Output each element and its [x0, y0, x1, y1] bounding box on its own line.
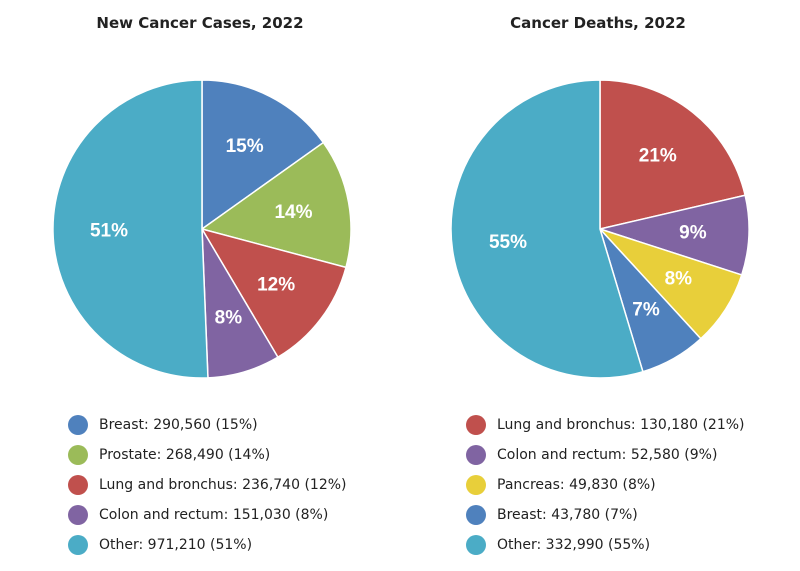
pie-slice-other [450, 79, 644, 379]
legend-item-other: Other: 971,210 (51%) [68, 530, 347, 560]
legend-label: Prostate: 268,490 (14%) [99, 447, 271, 463]
slice-pct-label-pancreas: 8% [665, 269, 693, 290]
legend-swatch [68, 535, 88, 555]
legend-swatch [466, 475, 486, 495]
legend-item-prostate: Prostate: 268,490 (14%) [68, 440, 347, 470]
legend-label: Lung and bronchus: 130,180 (21%) [497, 417, 745, 433]
legend-item-colon-and-rectum: Colon and rectum: 52,580 (9%) [466, 440, 745, 470]
legend-swatch [68, 445, 88, 465]
slice-pct-label-other: 55% [489, 232, 527, 253]
slice-pct-label-breast: 15% [226, 136, 264, 157]
legend-swatch [68, 505, 88, 525]
legend-label: Breast: 43,780 (7%) [497, 507, 638, 523]
pie-slice-prostate [200, 141, 352, 269]
slice-pct-label-breast: 7% [632, 299, 660, 320]
legend-label: Lung and bronchus: 236,740 (12%) [99, 477, 347, 493]
legend-swatch [466, 445, 486, 465]
new-cases-legend: Breast: 290,560 (15%) Prostate: 268,490 (… [68, 410, 347, 560]
legend-swatch [466, 505, 486, 525]
legend-item-breast: Breast: 43,780 (7%) [466, 500, 745, 530]
deaths-legend: Lung and bronchus: 130,180 (21%) Colon an… [466, 410, 745, 560]
legend-item-lung-and-bronchus: Lung and bronchus: 236,740 (12%) [68, 470, 347, 500]
pie-slice-lung-and-bronchus [200, 227, 347, 359]
new-cases-pie: 15% 14% 12% 8% 51% [52, 79, 352, 379]
pie-slice-breast [201, 79, 325, 231]
legend-label: Other: 971,210 (51%) [99, 537, 253, 553]
legend-label: Colon and rectum: 52,580 (9%) [497, 447, 718, 463]
legend-swatch [466, 535, 486, 555]
legend-label: Breast: 290,560 (15%) [99, 417, 258, 433]
legend-label: Colon and rectum: 151,030 (8%) [99, 507, 329, 523]
pie-slice-lung-and-bronchus [599, 79, 747, 230]
legend-item-other: Other: 332,990 (55%) [466, 530, 745, 560]
slice-pct-label-lung-and-bronchus: 12% [257, 275, 295, 296]
pie-slice-other [52, 79, 209, 379]
legend-swatch [68, 415, 88, 435]
chart-title: New Cancer Cases, 2022 [96, 14, 304, 32]
deaths-chart: Cancer Deaths, 2022 21% 9% 8% 7% 55% Lung an… [398, 0, 798, 571]
deaths-pie: 21% 9% 8%7% 55% [450, 79, 750, 379]
legend-item-pancreas: Pancreas: 49,830 (8%) [466, 470, 745, 500]
legend-label: Other: 332,990 (55%) [497, 537, 651, 553]
legend-item-colon-and-rectum: Colon and rectum: 151,030 (8%) [68, 500, 347, 530]
legend-label: Pancreas: 49,830 (8%) [497, 477, 656, 493]
new-cases-chart: New Cancer Cases, 2022 15% 14% 12% 8% 51% Br… [52, 14, 352, 560]
slice-pct-label-colon-and-rectum: 9% [679, 223, 707, 244]
slice-pct-label-prostate: 14% [274, 202, 312, 223]
legend-item-breast: Breast: 290,560 (15%) [68, 410, 347, 440]
slice-pct-label-colon-and-rectum: 8% [215, 308, 243, 329]
slice-pct-label-lung-and-bronchus: 21% [639, 146, 677, 167]
chart-title: Cancer Deaths, 2022 [510, 14, 686, 32]
legend-swatch [466, 415, 486, 435]
legend-swatch [68, 475, 88, 495]
legend-item-lung-and-bronchus: Lung and bronchus: 130,180 (21%) [466, 410, 745, 440]
slice-pct-label-other: 51% [90, 220, 128, 241]
